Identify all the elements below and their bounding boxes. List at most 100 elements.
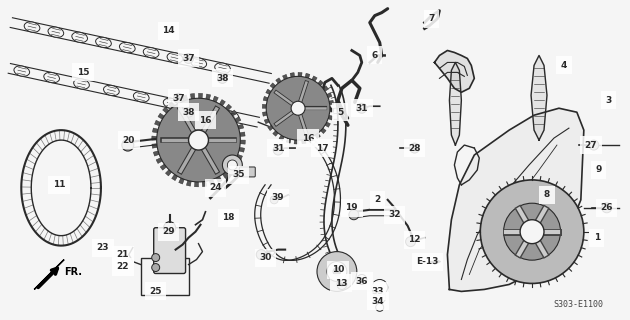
Circle shape — [349, 210, 359, 220]
Ellipse shape — [72, 32, 88, 43]
Circle shape — [406, 237, 416, 247]
Polygon shape — [213, 96, 218, 102]
Circle shape — [152, 264, 159, 271]
Circle shape — [222, 155, 243, 175]
Text: 28: 28 — [408, 144, 421, 153]
Text: 5: 5 — [337, 108, 343, 117]
Circle shape — [266, 76, 330, 140]
Text: 39: 39 — [272, 193, 285, 202]
Polygon shape — [153, 151, 159, 156]
Ellipse shape — [134, 92, 149, 102]
Circle shape — [183, 53, 193, 63]
Polygon shape — [236, 154, 243, 160]
Circle shape — [174, 93, 183, 103]
Polygon shape — [323, 86, 328, 91]
Polygon shape — [240, 140, 245, 144]
Polygon shape — [206, 94, 210, 100]
Ellipse shape — [193, 105, 209, 115]
Circle shape — [340, 283, 344, 286]
Polygon shape — [270, 83, 275, 88]
Ellipse shape — [48, 27, 64, 37]
Text: 8: 8 — [544, 190, 550, 199]
Polygon shape — [195, 182, 198, 187]
Polygon shape — [158, 113, 164, 119]
Polygon shape — [166, 170, 171, 176]
Circle shape — [186, 110, 190, 114]
Text: 2: 2 — [375, 195, 381, 204]
Polygon shape — [219, 100, 226, 106]
Text: 27: 27 — [585, 140, 597, 149]
Text: 6: 6 — [372, 51, 378, 60]
Circle shape — [183, 107, 193, 117]
Circle shape — [333, 268, 341, 276]
Polygon shape — [264, 119, 270, 124]
Circle shape — [360, 277, 364, 282]
Polygon shape — [286, 138, 291, 143]
Circle shape — [152, 253, 159, 261]
Text: 21: 21 — [117, 250, 129, 259]
Circle shape — [589, 140, 598, 150]
Circle shape — [157, 98, 240, 182]
Polygon shape — [263, 112, 267, 116]
Text: 23: 23 — [96, 243, 109, 252]
Polygon shape — [302, 139, 306, 144]
Polygon shape — [154, 120, 161, 126]
Ellipse shape — [143, 48, 159, 58]
Polygon shape — [183, 95, 188, 101]
Polygon shape — [263, 96, 268, 101]
Polygon shape — [305, 73, 310, 78]
Circle shape — [227, 160, 238, 170]
Polygon shape — [329, 100, 334, 105]
Text: 1: 1 — [593, 233, 600, 242]
Text: 38: 38 — [182, 108, 195, 117]
Ellipse shape — [96, 37, 112, 48]
Circle shape — [357, 103, 367, 113]
Ellipse shape — [223, 111, 239, 121]
Polygon shape — [175, 98, 181, 104]
Ellipse shape — [74, 79, 89, 89]
Polygon shape — [239, 132, 245, 136]
Polygon shape — [262, 104, 266, 108]
FancyBboxPatch shape — [154, 228, 186, 274]
Ellipse shape — [44, 72, 59, 83]
Text: 31: 31 — [272, 144, 284, 153]
Ellipse shape — [163, 98, 179, 108]
Polygon shape — [152, 136, 157, 140]
Circle shape — [602, 203, 612, 213]
Text: 3: 3 — [605, 96, 612, 105]
Polygon shape — [435, 51, 474, 92]
Circle shape — [176, 96, 181, 100]
Circle shape — [220, 76, 224, 80]
Polygon shape — [328, 115, 333, 120]
Text: 16: 16 — [302, 133, 314, 143]
Text: 35: 35 — [232, 171, 244, 180]
Polygon shape — [268, 125, 273, 131]
Circle shape — [317, 252, 357, 292]
Polygon shape — [294, 140, 298, 144]
Circle shape — [270, 196, 278, 204]
Ellipse shape — [120, 43, 135, 53]
Polygon shape — [152, 128, 158, 133]
Text: 7: 7 — [428, 14, 435, 23]
Text: S303-E1100: S303-E1100 — [554, 300, 604, 309]
Polygon shape — [226, 104, 232, 110]
Polygon shape — [315, 133, 321, 139]
Polygon shape — [449, 62, 461, 145]
Polygon shape — [163, 107, 169, 113]
Circle shape — [122, 139, 134, 151]
Polygon shape — [232, 161, 239, 167]
Circle shape — [480, 180, 584, 284]
Polygon shape — [325, 122, 330, 127]
Text: 22: 22 — [117, 262, 129, 271]
Ellipse shape — [215, 63, 231, 73]
Polygon shape — [298, 72, 302, 76]
Text: 37: 37 — [182, 54, 195, 63]
Polygon shape — [321, 128, 326, 133]
Polygon shape — [228, 167, 234, 173]
Text: 14: 14 — [163, 26, 175, 35]
Circle shape — [520, 220, 544, 244]
FancyBboxPatch shape — [239, 167, 255, 177]
Circle shape — [503, 203, 561, 260]
Polygon shape — [202, 181, 207, 187]
Text: 10: 10 — [332, 265, 344, 274]
